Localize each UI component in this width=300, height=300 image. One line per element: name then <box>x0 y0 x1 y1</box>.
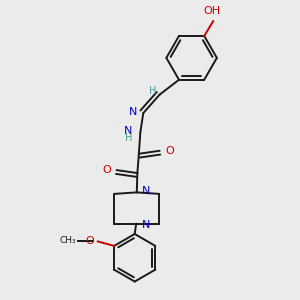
Text: O: O <box>103 165 111 175</box>
Text: H: H <box>124 133 132 143</box>
Text: O: O <box>165 146 174 156</box>
Text: N: N <box>142 186 151 196</box>
Text: N: N <box>128 106 137 116</box>
Text: OH: OH <box>203 6 220 16</box>
Text: O: O <box>85 236 94 245</box>
Text: N: N <box>124 126 132 136</box>
Text: H: H <box>148 86 156 96</box>
Text: CH₃: CH₃ <box>59 236 76 245</box>
Text: N: N <box>142 220 150 230</box>
